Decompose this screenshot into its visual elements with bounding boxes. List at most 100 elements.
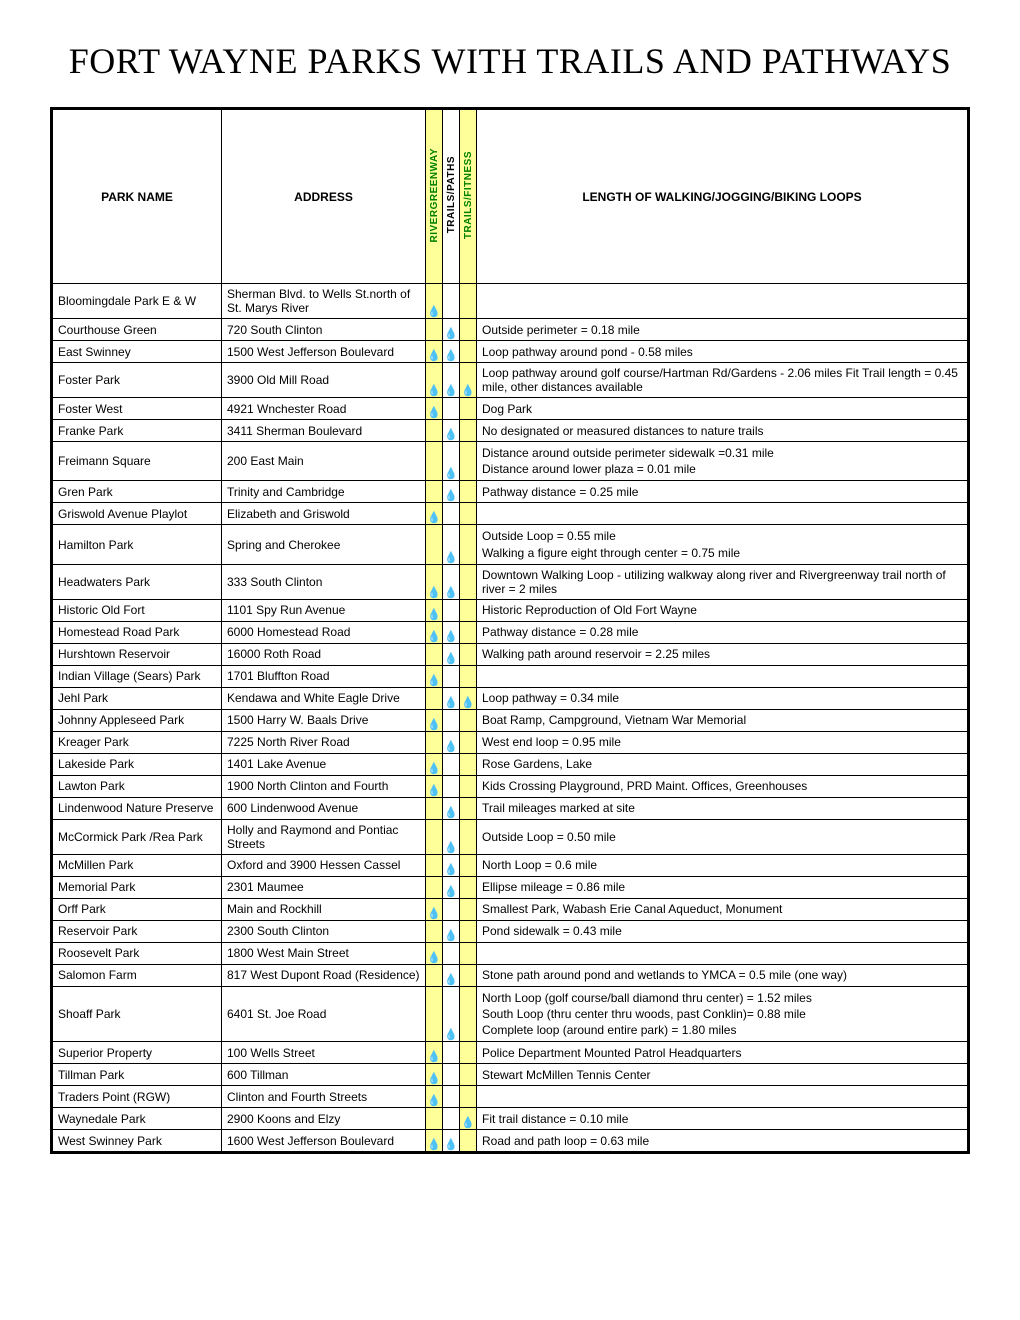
cell-rivergreenway: 💧 <box>426 398 443 420</box>
cell-rivergreenway <box>426 442 443 481</box>
cell-trails-paths: 💧 <box>443 481 460 503</box>
cell-trails-fitness <box>460 775 477 797</box>
cell-address: 1500 Harry W. Baals Drive <box>222 709 426 731</box>
cell-length: Stewart McMillen Tennis Center <box>477 1064 969 1086</box>
cell-park-name: Gren Park <box>52 481 222 503</box>
cell-address: Trinity and Cambridge <box>222 481 426 503</box>
table-row: Waynedale Park2900 Koons and Elzy💧Fit tr… <box>52 1108 969 1130</box>
cell-park-name: McCormick Park /Rea Park <box>52 819 222 854</box>
cell-rivergreenway <box>426 481 443 503</box>
cell-length: Dog Park <box>477 398 969 420</box>
page-title: FORT WAYNE PARKS WITH TRAILS AND PATHWAY… <box>50 40 970 82</box>
cell-length: Stone path around pond and wetlands to Y… <box>477 964 969 986</box>
cell-park-name: Jehl Park <box>52 687 222 709</box>
cell-address: 3900 Old Mill Road <box>222 363 426 398</box>
cell-length: Loop pathway = 0.34 mile <box>477 687 969 709</box>
cell-rivergreenway <box>426 420 443 442</box>
cell-address: 16000 Roth Road <box>222 643 426 665</box>
cell-address: 2301 Maumee <box>222 876 426 898</box>
cell-rivergreenway <box>426 876 443 898</box>
cell-trails-fitness <box>460 481 477 503</box>
cell-length: Police Department Mounted Patrol Headqua… <box>477 1042 969 1064</box>
cell-length: Loop pathway around pond - 0.58 miles <box>477 341 969 363</box>
cell-address: 1500 West Jefferson Boulevard <box>222 341 426 363</box>
cell-rivergreenway: 💧 <box>426 665 443 687</box>
table-row: Gren ParkTrinity and Cambridge💧Pathway d… <box>52 481 969 503</box>
table-row: West Swinney Park1600 West Jefferson Bou… <box>52 1130 969 1153</box>
cell-address: Oxford and 3900 Hessen Cassel <box>222 854 426 876</box>
cell-address: 1800 West Main Street <box>222 942 426 964</box>
cell-rivergreenway <box>426 920 443 942</box>
cell-park-name: Shoaff Park <box>52 986 222 1042</box>
table-row: Homestead Road Park6000 Homestead Road💧💧… <box>52 621 969 643</box>
cell-length: Ellipse mileage = 0.86 mile <box>477 876 969 898</box>
cell-rivergreenway: 💧 <box>426 621 443 643</box>
cell-length: Smallest Park, Wabash Erie Canal Aqueduc… <box>477 898 969 920</box>
cell-park-name: Reservoir Park <box>52 920 222 942</box>
cell-rivergreenway <box>426 1108 443 1130</box>
table-row: Tillman Park600 Tillman💧Stewart McMillen… <box>52 1064 969 1086</box>
cell-length: Outside Loop = 0.55 mileWalking a figure… <box>477 525 969 564</box>
table-row: Lawton Park1900 North Clinton and Fourth… <box>52 775 969 797</box>
cell-trails-paths: 💧 <box>443 986 460 1042</box>
cell-park-name: Bloomingdale Park E & W <box>52 284 222 319</box>
cell-trails-paths: 💧 <box>443 564 460 599</box>
cell-trails-paths: 💧 <box>443 731 460 753</box>
cell-trails-paths <box>443 1064 460 1086</box>
table-body: Bloomingdale Park E & WSherman Blvd. to … <box>52 284 969 1153</box>
cell-address: 1101 Spy Run Avenue <box>222 599 426 621</box>
table-row: Foster Park3900 Old Mill Road💧💧💧Loop pat… <box>52 363 969 398</box>
cell-length: Fit trail distance = 0.10 mile <box>477 1108 969 1130</box>
cell-park-name: McMillen Park <box>52 854 222 876</box>
cell-trails-fitness <box>460 986 477 1042</box>
cell-trails-fitness: 💧 <box>460 363 477 398</box>
cell-address: Clinton and Fourth Streets <box>222 1086 426 1108</box>
cell-rivergreenway <box>426 525 443 564</box>
cell-park-name: Lakeside Park <box>52 753 222 775</box>
cell-park-name: Foster West <box>52 398 222 420</box>
cell-park-name: Historic Old Fort <box>52 599 222 621</box>
cell-rivergreenway: 💧 <box>426 564 443 599</box>
cell-length <box>477 942 969 964</box>
cell-trails-paths: 💧 <box>443 442 460 481</box>
cell-address: 1900 North Clinton and Fourth <box>222 775 426 797</box>
cell-park-name: Lindenwood Nature Preserve <box>52 797 222 819</box>
table-row: McMillen ParkOxford and 3900 Hessen Cass… <box>52 854 969 876</box>
cell-trails-paths <box>443 503 460 525</box>
header-rivergreenway: RIVERGREENWAY <box>426 109 443 284</box>
cell-trails-paths <box>443 599 460 621</box>
cell-trails-paths <box>443 709 460 731</box>
cell-rivergreenway <box>426 854 443 876</box>
header-park: PARK NAME <box>52 109 222 284</box>
cell-trails-paths <box>443 898 460 920</box>
cell-trails-fitness <box>460 1042 477 1064</box>
cell-trails-paths: 💧 <box>443 819 460 854</box>
table-row: Courthouse Green720 South Clinton💧Outsid… <box>52 319 969 341</box>
cell-address: 6000 Homestead Road <box>222 621 426 643</box>
header-trails-fitness: TRAILS/FITNESS <box>460 109 477 284</box>
cell-trails-fitness <box>460 665 477 687</box>
cell-trails-paths <box>443 1086 460 1108</box>
cell-trails-paths: 💧 <box>443 363 460 398</box>
cell-trails-fitness <box>460 876 477 898</box>
cell-park-name: Indian Village (Sears) Park <box>52 665 222 687</box>
cell-rivergreenway: 💧 <box>426 341 443 363</box>
cell-address: 720 South Clinton <box>222 319 426 341</box>
cell-rivergreenway: 💧 <box>426 363 443 398</box>
cell-rivergreenway <box>426 797 443 819</box>
cell-trails-paths <box>443 753 460 775</box>
cell-trails-fitness <box>460 319 477 341</box>
cell-trails-fitness <box>460 643 477 665</box>
cell-trails-paths: 💧 <box>443 687 460 709</box>
cell-trails-fitness <box>460 1064 477 1086</box>
table-row: East Swinney1500 West Jefferson Boulevar… <box>52 341 969 363</box>
cell-trails-fitness <box>460 797 477 819</box>
cell-address: Sherman Blvd. to Wells St.north of St. M… <box>222 284 426 319</box>
table-row: Headwaters Park333 South Clinton💧💧Downto… <box>52 564 969 599</box>
cell-trails-fitness <box>460 442 477 481</box>
cell-park-name: Lawton Park <box>52 775 222 797</box>
cell-address: 1600 West Jefferson Boulevard <box>222 1130 426 1153</box>
cell-length: Outside perimeter = 0.18 mile <box>477 319 969 341</box>
cell-trails-fitness <box>460 753 477 775</box>
cell-park-name: Roosevelt Park <box>52 942 222 964</box>
